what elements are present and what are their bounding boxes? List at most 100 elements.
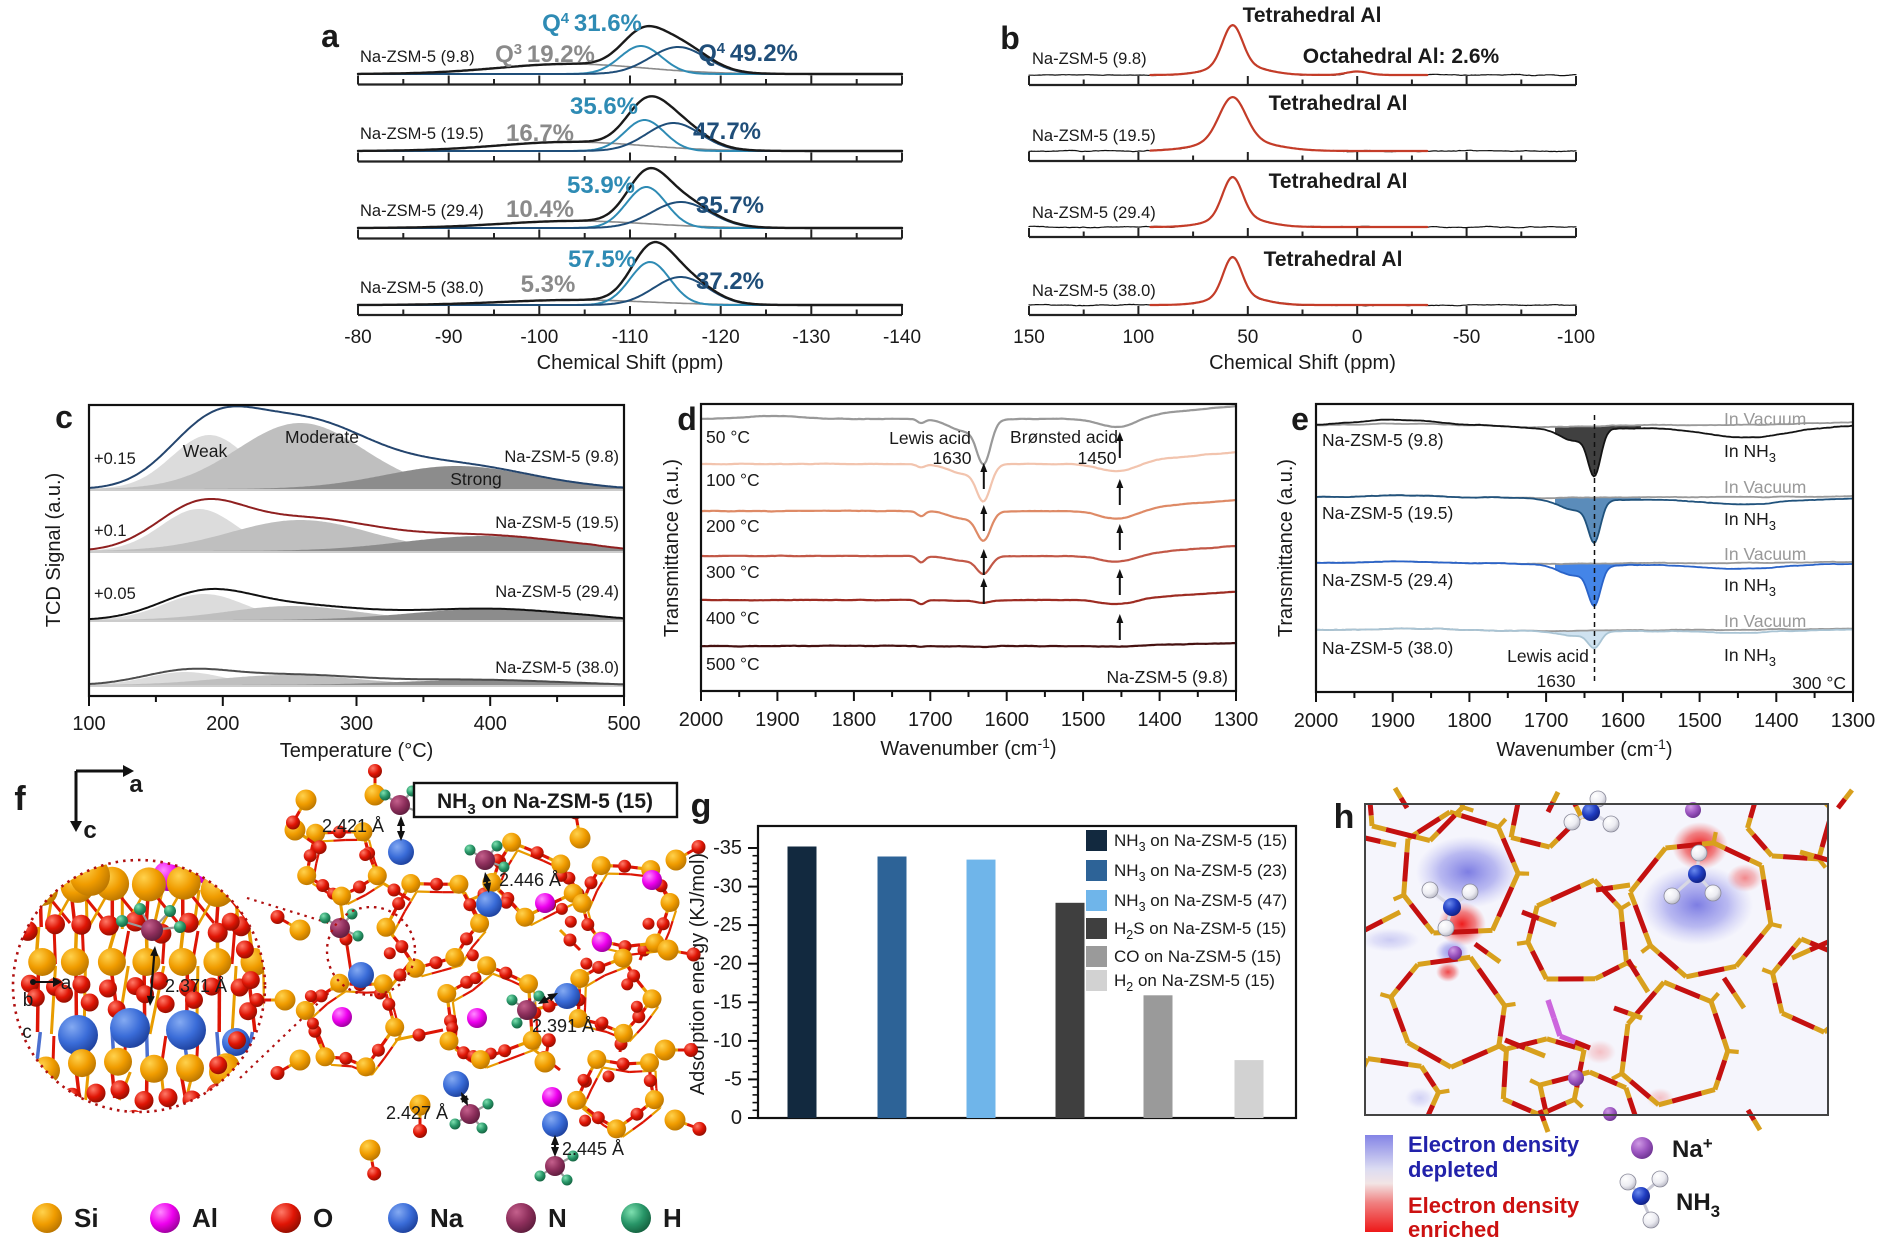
svg-text:1900: 1900 bbox=[755, 709, 800, 731]
svg-text:Wavenumber (cm-1): Wavenumber (cm-1) bbox=[880, 735, 1056, 760]
svg-text:Na-ZSM-5 (19.5): Na-ZSM-5 (19.5) bbox=[360, 125, 484, 143]
svg-text:f: f bbox=[14, 780, 26, 818]
svg-text:1450: 1450 bbox=[1078, 448, 1117, 468]
svg-text:500: 500 bbox=[607, 713, 640, 735]
svg-text:-5: -5 bbox=[724, 1068, 742, 1090]
svg-text:-100: -100 bbox=[520, 327, 558, 348]
svg-text:100 °C: 100 °C bbox=[706, 470, 760, 490]
svg-text:100: 100 bbox=[72, 713, 105, 735]
svg-text:Na-ZSM-5 (29.4): Na-ZSM-5 (29.4) bbox=[360, 202, 484, 220]
svg-text:1800: 1800 bbox=[832, 709, 877, 731]
svg-text:c: c bbox=[22, 1022, 32, 1043]
svg-text:100: 100 bbox=[1123, 327, 1155, 348]
svg-text:57.5%: 57.5% bbox=[568, 246, 636, 273]
svg-text:2000: 2000 bbox=[679, 709, 724, 731]
svg-text:b: b bbox=[1000, 20, 1020, 56]
svg-text:Q4 31.6%: Q4 31.6% bbox=[542, 10, 642, 37]
svg-text:Q3 19.2%: Q3 19.2% bbox=[495, 41, 595, 68]
svg-text:Na-ZSM-5 (29.4): Na-ZSM-5 (29.4) bbox=[1322, 570, 1453, 590]
svg-text:Tetrahedral Al: Tetrahedral Al bbox=[1269, 92, 1408, 115]
svg-text:Temperature (°C): Temperature (°C) bbox=[280, 740, 434, 762]
svg-text:In Vacuum: In Vacuum bbox=[1724, 611, 1806, 631]
svg-text:-35: -35 bbox=[713, 837, 742, 859]
svg-text:Strong: Strong bbox=[450, 469, 502, 489]
svg-text:Na-ZSM-5 (38.0): Na-ZSM-5 (38.0) bbox=[1032, 282, 1156, 300]
svg-text:Na-ZSM-5 (9.8): Na-ZSM-5 (9.8) bbox=[1106, 667, 1228, 687]
svg-text:c: c bbox=[55, 399, 73, 435]
svg-text:Adsorption energy (KJ/mol): Adsorption energy (KJ/mol) bbox=[687, 853, 709, 1095]
svg-text:2.446 Å: 2.446 Å bbox=[499, 870, 561, 890]
svg-text:Brønsted acid: Brønsted acid bbox=[1010, 427, 1118, 447]
svg-text:1500: 1500 bbox=[1677, 710, 1722, 732]
svg-text:300: 300 bbox=[340, 713, 373, 735]
svg-text:1400: 1400 bbox=[1754, 710, 1799, 732]
svg-text:1500: 1500 bbox=[1061, 709, 1106, 731]
svg-text:1800: 1800 bbox=[1447, 710, 1492, 732]
svg-text:Na-ZSM-5 (19.5): Na-ZSM-5 (19.5) bbox=[495, 514, 619, 532]
svg-text:Na-ZSM-5 (29.4): Na-ZSM-5 (29.4) bbox=[495, 583, 619, 601]
svg-text:Wavenumber (cm-1): Wavenumber (cm-1) bbox=[1496, 736, 1672, 761]
svg-text:10.4%: 10.4% bbox=[506, 196, 574, 223]
svg-text:Na: Na bbox=[430, 1203, 464, 1233]
svg-text:1300: 1300 bbox=[1831, 710, 1876, 732]
svg-text:N: N bbox=[548, 1203, 567, 1233]
svg-text:Chemical Shift (ppm): Chemical Shift (ppm) bbox=[1209, 352, 1396, 374]
svg-text:16.7%: 16.7% bbox=[506, 120, 574, 147]
svg-text:-20: -20 bbox=[713, 953, 742, 975]
svg-text:Lewis acid: Lewis acid bbox=[889, 428, 971, 448]
svg-text:Electron density: Electron density bbox=[1408, 1193, 1580, 1218]
svg-text:47.7%: 47.7% bbox=[693, 118, 761, 145]
svg-text:5.3%: 5.3% bbox=[521, 271, 576, 298]
svg-text:1300: 1300 bbox=[1214, 709, 1259, 731]
svg-text:c: c bbox=[83, 817, 96, 844]
svg-text:400: 400 bbox=[474, 713, 507, 735]
svg-text:1700: 1700 bbox=[1524, 710, 1569, 732]
svg-text:Na-ZSM-5 (9.8): Na-ZSM-5 (9.8) bbox=[504, 448, 619, 466]
svg-text:g: g bbox=[691, 787, 712, 825]
svg-text:Na-ZSM-5 (38.0): Na-ZSM-5 (38.0) bbox=[1322, 638, 1453, 658]
svg-text:O: O bbox=[313, 1203, 333, 1233]
svg-text:1600: 1600 bbox=[984, 709, 1029, 731]
svg-text:+0.05: +0.05 bbox=[94, 585, 136, 603]
svg-text:Lewis acid: Lewis acid bbox=[1507, 646, 1589, 666]
svg-text:35.6%: 35.6% bbox=[570, 93, 638, 120]
svg-text:Tetrahedral Al: Tetrahedral Al bbox=[1264, 248, 1403, 271]
svg-text:Tetrahedral Al: Tetrahedral Al bbox=[1269, 170, 1408, 193]
svg-text:2000: 2000 bbox=[1294, 710, 1339, 732]
svg-text:a: a bbox=[61, 973, 72, 994]
svg-text:2.391 Å: 2.391 Å bbox=[532, 1016, 594, 1036]
svg-text:-130: -130 bbox=[792, 327, 830, 348]
svg-text:a: a bbox=[321, 18, 339, 54]
svg-text:Transmittance (a.u.): Transmittance (a.u.) bbox=[661, 459, 683, 637]
svg-text:Na-ZSM-5 (9.8): Na-ZSM-5 (9.8) bbox=[1322, 430, 1444, 450]
svg-text:1700: 1700 bbox=[908, 709, 953, 731]
svg-text:1400: 1400 bbox=[1137, 709, 1182, 731]
svg-text:Na-ZSM-5 (19.5): Na-ZSM-5 (19.5) bbox=[1032, 127, 1156, 145]
svg-text:-25: -25 bbox=[713, 914, 742, 936]
svg-text:1600: 1600 bbox=[1601, 710, 1646, 732]
svg-text:Na-ZSM-5 (19.5): Na-ZSM-5 (19.5) bbox=[1322, 503, 1453, 523]
svg-text:-100: -100 bbox=[1557, 327, 1595, 348]
svg-text:-120: -120 bbox=[702, 327, 740, 348]
svg-text:-80: -80 bbox=[344, 327, 371, 348]
svg-text:0: 0 bbox=[731, 1107, 742, 1129]
svg-text:H: H bbox=[663, 1203, 682, 1233]
svg-text:+0.15: +0.15 bbox=[94, 450, 136, 468]
svg-text:50: 50 bbox=[1237, 327, 1258, 348]
svg-text:2.427 Å: 2.427 Å bbox=[386, 1103, 448, 1123]
svg-text:Na-ZSM-5 (9.8): Na-ZSM-5 (9.8) bbox=[360, 48, 475, 66]
svg-text:200 °C: 200 °C bbox=[706, 516, 760, 536]
svg-text:Si: Si bbox=[74, 1203, 99, 1233]
svg-text:150: 150 bbox=[1013, 327, 1045, 348]
svg-text:300 °C: 300 °C bbox=[1792, 673, 1846, 693]
svg-text:In Vacuum: In Vacuum bbox=[1724, 477, 1806, 497]
svg-text:37.2%: 37.2% bbox=[696, 268, 764, 295]
svg-text:a: a bbox=[129, 771, 143, 798]
svg-text:400 °C: 400 °C bbox=[706, 608, 760, 628]
svg-text:In Vacuum: In Vacuum bbox=[1724, 544, 1806, 564]
svg-text:-110: -110 bbox=[612, 327, 649, 348]
svg-text:Weak: Weak bbox=[183, 441, 228, 461]
svg-text:Na-ZSM-5 (38.0): Na-ZSM-5 (38.0) bbox=[360, 279, 484, 297]
svg-text:50 °C: 50 °C bbox=[706, 427, 750, 447]
svg-text:Chemical Shift (ppm): Chemical Shift (ppm) bbox=[537, 352, 724, 374]
